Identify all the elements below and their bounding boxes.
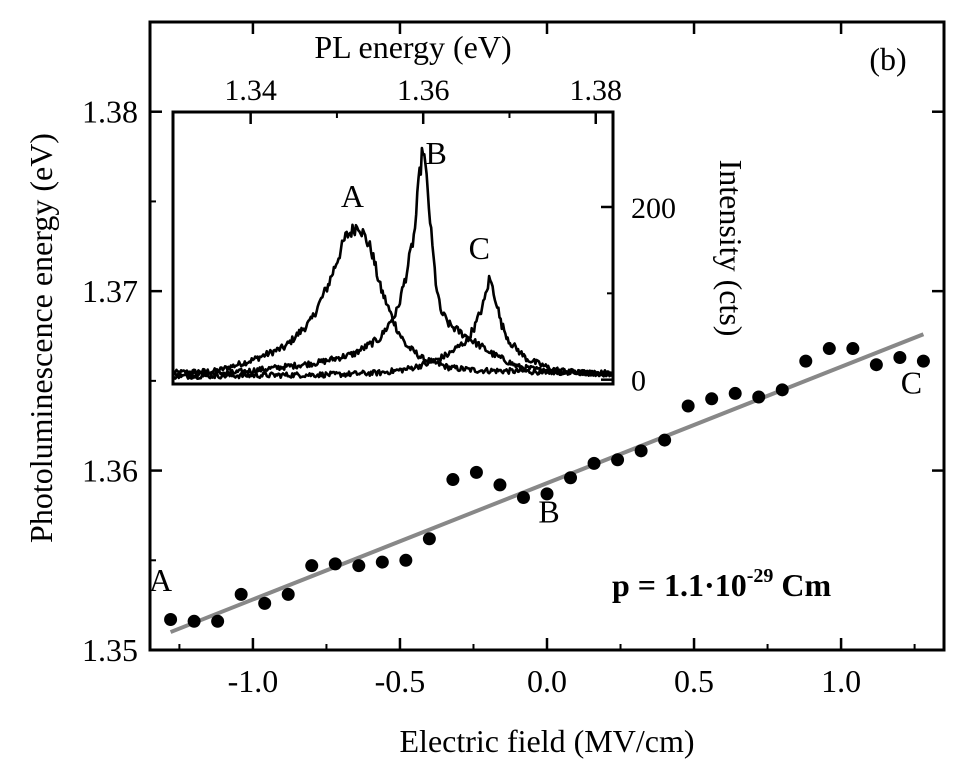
point-label: C bbox=[901, 364, 922, 400]
data-point bbox=[164, 612, 178, 626]
data-point bbox=[328, 557, 342, 571]
x-tick-label: 0.0 bbox=[527, 663, 567, 699]
inset-y-tick-label: 200 bbox=[631, 192, 676, 225]
x-tick-label: 1.0 bbox=[821, 663, 861, 699]
data-point bbox=[587, 456, 601, 470]
formula-exponent: -29 bbox=[747, 565, 774, 587]
inset-plot-frame bbox=[171, 110, 615, 386]
data-point bbox=[375, 555, 389, 569]
inset-y-axis-title: Intensity (cts) bbox=[713, 160, 749, 337]
x-tick-label: 0.5 bbox=[674, 663, 714, 699]
data-point bbox=[352, 559, 366, 573]
data-point bbox=[611, 453, 625, 467]
panel-label: (b) bbox=[869, 41, 906, 77]
data-point bbox=[493, 478, 507, 492]
data-point bbox=[799, 354, 813, 368]
y-tick-label: 1.36 bbox=[82, 453, 138, 489]
data-point bbox=[516, 490, 530, 504]
data-point bbox=[728, 386, 742, 400]
dipole-formula: p = 1.1·10-29 Cm bbox=[612, 565, 831, 603]
data-point bbox=[822, 342, 836, 356]
inset-peak-label: A bbox=[341, 178, 364, 214]
inset-x-tick-label: 1.36 bbox=[397, 74, 450, 107]
inset-peak-label: C bbox=[469, 230, 490, 266]
data-point bbox=[893, 351, 907, 365]
data-points-layer bbox=[164, 342, 930, 628]
inset-x-tick-label: 1.34 bbox=[224, 74, 277, 107]
y-tick-label: 1.38 bbox=[82, 94, 138, 130]
formula-prefix: p = 1.1·10 bbox=[612, 567, 747, 603]
data-point bbox=[540, 487, 554, 501]
inset-spectra-layer bbox=[171, 146, 615, 380]
data-point bbox=[187, 614, 201, 628]
data-point bbox=[846, 342, 860, 356]
data-point bbox=[258, 596, 272, 610]
formula-suffix: Cm bbox=[773, 567, 831, 603]
inset-axis-ticks: 1.34 1.36 1.38 0 200 bbox=[224, 74, 676, 398]
fit-line-layer bbox=[169, 332, 925, 634]
point-label: A bbox=[149, 562, 172, 598]
data-point bbox=[681, 399, 695, 413]
data-point bbox=[916, 354, 930, 368]
x-axis-title: Electric field (MV/cm) bbox=[400, 723, 695, 759]
data-point bbox=[399, 553, 413, 567]
data-point bbox=[211, 614, 225, 628]
data-point bbox=[234, 587, 248, 601]
data-point bbox=[658, 433, 672, 447]
inset-peak-labels: A B C bbox=[341, 135, 490, 266]
point-annotations: A B C bbox=[149, 364, 922, 597]
data-point bbox=[564, 471, 578, 485]
spectrum-curve-b bbox=[172, 146, 615, 379]
data-point bbox=[705, 392, 719, 406]
data-point bbox=[469, 465, 483, 479]
data-point bbox=[281, 587, 295, 601]
linear-fit-line bbox=[169, 332, 925, 634]
inset-x-axis-title: PL energy (eV) bbox=[314, 29, 511, 65]
main-axis-ticks: -1.0 -0.5 0.0 0.5 1.0 1.35 1.36 1.37 1.38 bbox=[82, 21, 944, 699]
y-tick-label: 1.35 bbox=[82, 632, 138, 668]
data-point bbox=[634, 444, 648, 458]
inset-x-tick-label: 1.38 bbox=[569, 74, 622, 107]
data-point bbox=[446, 473, 460, 487]
y-tick-label: 1.37 bbox=[82, 273, 138, 309]
point-label: B bbox=[538, 494, 559, 530]
data-point bbox=[305, 559, 319, 573]
x-tick-label: -0.5 bbox=[375, 663, 426, 699]
data-point bbox=[869, 358, 883, 372]
y-axis-title: Photoluminescence energy (eV) bbox=[23, 133, 59, 543]
data-point bbox=[775, 383, 789, 397]
data-point bbox=[422, 532, 436, 546]
data-point bbox=[752, 390, 766, 404]
inset-background bbox=[173, 112, 613, 384]
inset-peak-label: B bbox=[425, 135, 446, 171]
inset-y-tick-label: 0 bbox=[631, 365, 646, 398]
spectrum-curve-c bbox=[171, 274, 615, 380]
x-tick-label: -1.0 bbox=[228, 663, 279, 699]
